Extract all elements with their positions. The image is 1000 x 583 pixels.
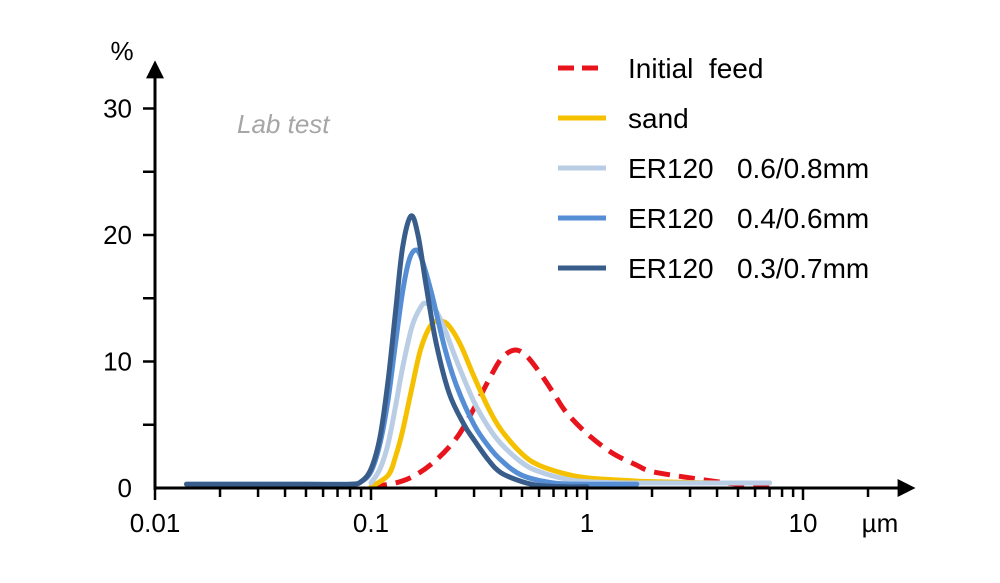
series-line-3 xyxy=(184,247,640,487)
series-lines xyxy=(184,213,773,490)
x-tick-label: 1 xyxy=(580,508,594,538)
series-line-0 xyxy=(370,347,770,490)
legend: Initial feed sand ER120 0.6/0.8mm ER120 0.4… xyxy=(558,53,869,284)
series-line-1 xyxy=(368,318,773,490)
legend-label: ER120 0.6/0.8mm xyxy=(628,153,869,184)
x-axis-label: µm xyxy=(862,508,899,538)
x-tick-label: 10 xyxy=(789,508,818,538)
x-tick-label: 0.1 xyxy=(353,508,389,538)
legend-label: Initial feed xyxy=(628,53,763,84)
y-tick-label: 10 xyxy=(103,347,132,377)
lab-test-annotation: Lab test xyxy=(237,109,331,139)
legend-label: sand xyxy=(628,103,689,134)
y-tick-label: 30 xyxy=(103,94,132,124)
y-axis-label: % xyxy=(110,36,133,66)
y-tick-label: 20 xyxy=(103,220,132,250)
series-line-4 xyxy=(184,213,590,490)
axis-ticks: 0.01 0.1 1 10 0 10 20 30 xyxy=(103,94,870,538)
series-line-2 xyxy=(368,300,773,486)
legend-label: ER120 0.4/0.6mm xyxy=(628,203,869,234)
x-tick-label: 0.01 xyxy=(130,508,181,538)
y-tick-label: 0 xyxy=(118,473,132,503)
legend-label: ER120 0.3/0.7mm xyxy=(628,253,869,284)
